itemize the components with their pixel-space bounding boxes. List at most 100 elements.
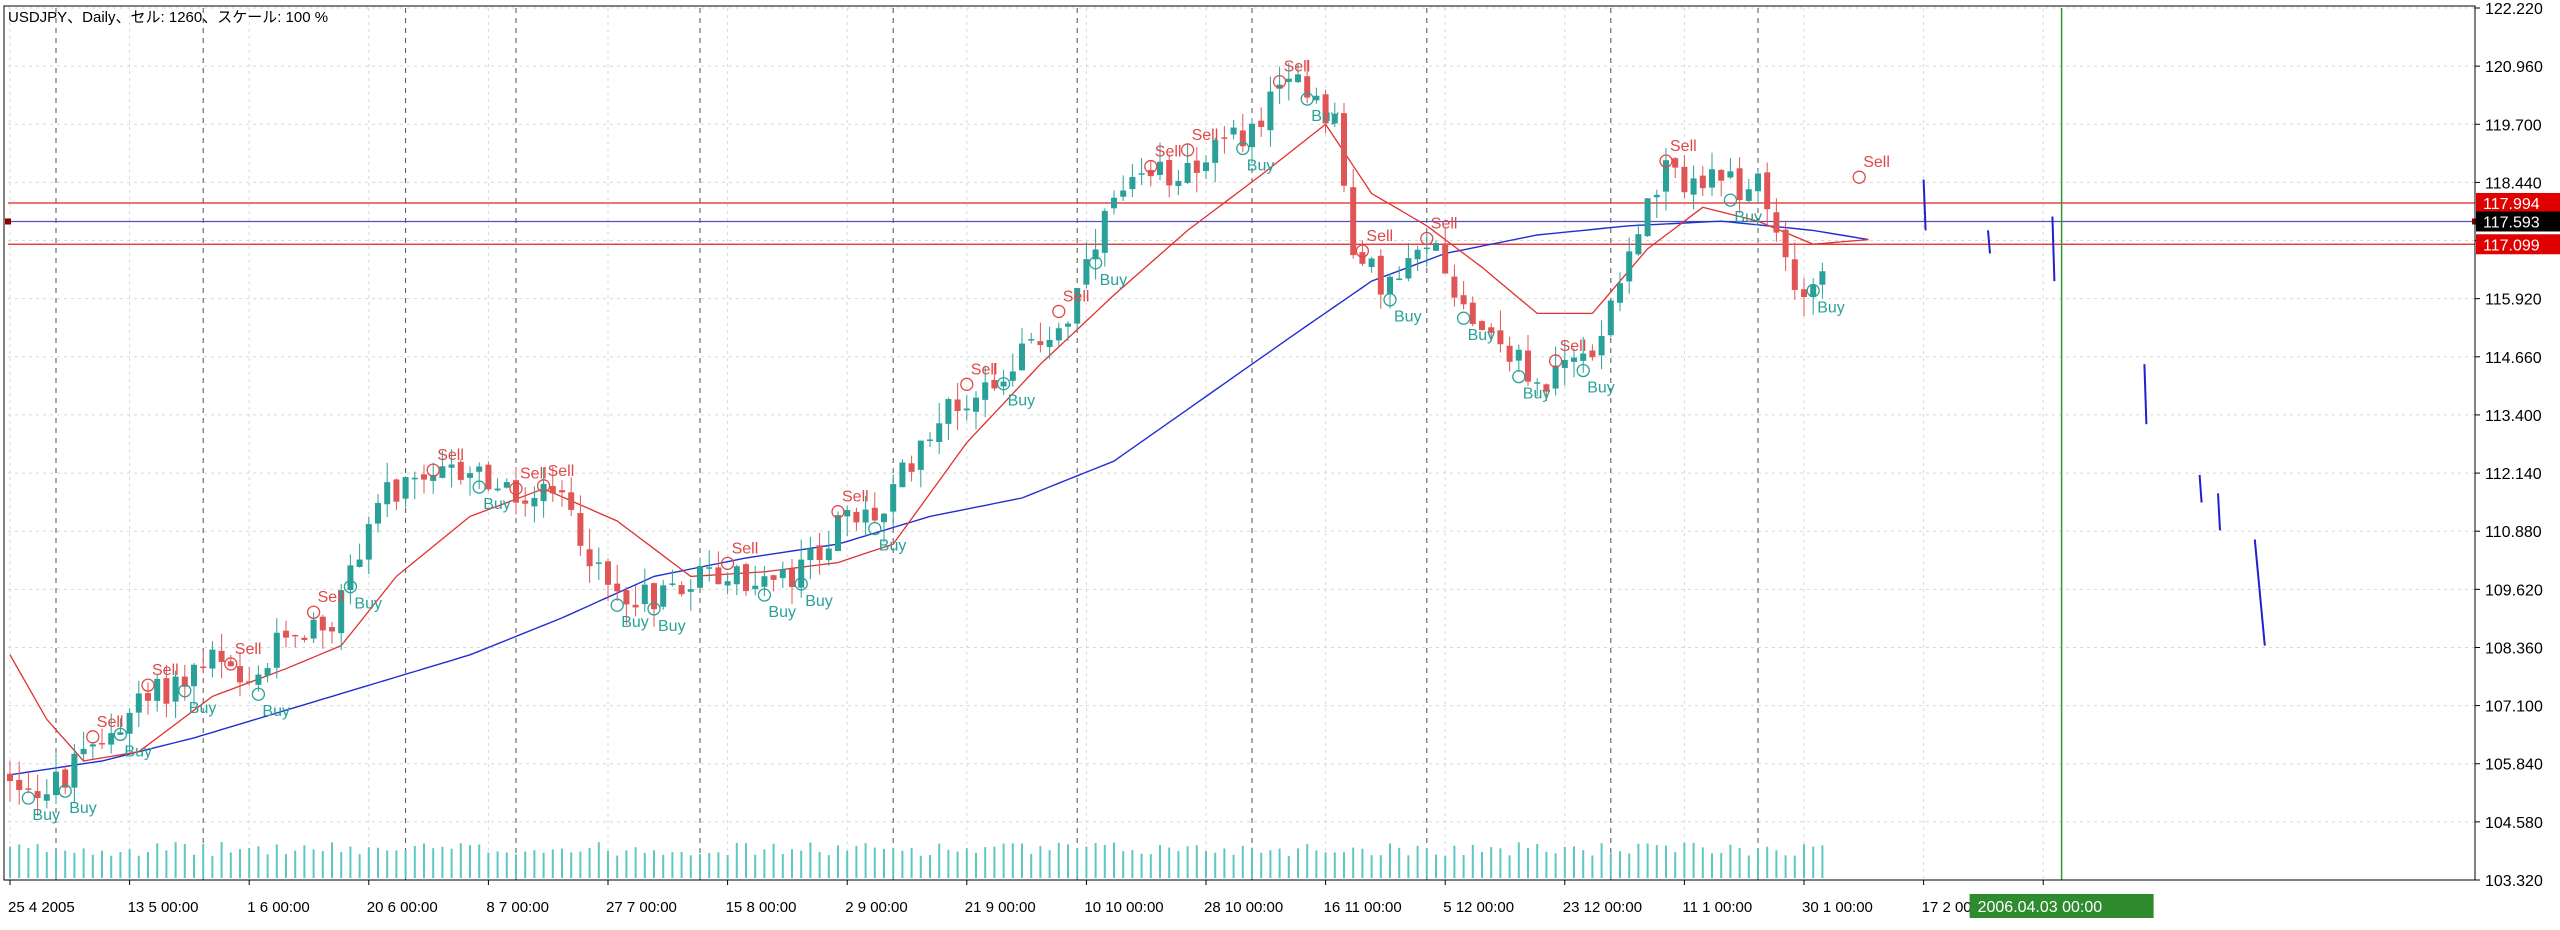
signal-marker <box>1576 363 1590 378</box>
candle-body <box>577 513 584 546</box>
signal-label: Sell <box>1155 144 1182 161</box>
candle-body <box>1451 276 1458 298</box>
signal-label: Sell <box>1670 138 1697 155</box>
candle-body <box>954 399 961 412</box>
candle-body <box>1175 180 1182 186</box>
x-tick-label: 13 5 00:00 <box>128 899 199 916</box>
candle-body <box>660 585 667 607</box>
signal-label: Sell <box>1863 154 1890 171</box>
candle-body <box>917 440 924 470</box>
signal-marker <box>343 580 358 594</box>
signal-marker <box>86 730 100 744</box>
signal-label: Buy <box>1100 272 1128 289</box>
x-tick-label: 23 12 00:00 <box>1563 899 1642 916</box>
candle-body <box>1433 243 1439 251</box>
candle-body <box>1276 84 1283 89</box>
candle-body <box>531 497 538 507</box>
candle-body <box>890 484 897 512</box>
signal-label: Sell <box>437 447 464 464</box>
candle-body <box>356 559 363 567</box>
signal-marker <box>1144 159 1158 174</box>
candle-body <box>191 664 197 687</box>
candle-body <box>697 566 703 588</box>
y-tick-label: 110.880 <box>2485 524 2542 541</box>
candle-body <box>1046 339 1053 347</box>
candle-body <box>862 509 869 523</box>
candle-body <box>1083 259 1090 285</box>
candle-body <box>1055 328 1062 341</box>
candle-body <box>559 490 565 493</box>
highlight-date-badge <box>1969 894 2154 918</box>
ma-slow-line <box>9 220 1869 776</box>
candle-body <box>1129 176 1136 190</box>
signal-label: Sell <box>971 361 998 378</box>
candle-body <box>586 549 593 567</box>
candle-body <box>605 561 611 585</box>
candle-body <box>1488 327 1495 333</box>
signal-marker <box>1355 244 1370 258</box>
signal-marker <box>1512 369 1526 384</box>
candle-body <box>816 545 823 560</box>
candle-body <box>678 585 685 595</box>
price-level-badge <box>2476 211 2560 232</box>
candle-body <box>1423 247 1430 250</box>
candle-body <box>1672 158 1679 168</box>
price-levels-layer <box>5 202 2478 245</box>
highlight-date-label: 2006.04.03 00:00 <box>1978 899 2103 916</box>
candle-body <box>724 581 731 586</box>
candle-body <box>706 567 713 569</box>
candle-body <box>853 511 860 523</box>
candle-body <box>1525 350 1531 382</box>
signal-label: Sell <box>732 540 759 557</box>
candle-body <box>549 486 556 494</box>
candle-body <box>448 464 455 468</box>
y-tick-label: 105.840 <box>2485 757 2543 774</box>
signal-marker <box>610 598 624 612</box>
x-tick-label: 30 1 00:00 <box>1802 899 1873 916</box>
candle-body <box>899 462 906 488</box>
candle-body <box>1810 284 1817 298</box>
candle-body <box>16 779 23 790</box>
signal-marker <box>58 784 72 798</box>
candle-body <box>871 507 878 521</box>
candle-body <box>117 732 124 735</box>
candle-body <box>1258 120 1265 127</box>
candle-body <box>1460 295 1467 305</box>
candle-body <box>273 632 280 668</box>
candle-body <box>761 576 768 587</box>
candle-body <box>1120 190 1127 197</box>
x-tick-label: 2 9 00:00 <box>845 899 908 916</box>
signal-marker <box>141 678 155 692</box>
chart-title: USDJPY、Daily、セル: 1260、スケール: 100 % <box>8 9 328 26</box>
candles-layer <box>7 59 1826 817</box>
candle-body <box>200 666 207 669</box>
x-tick-label: 15 8 00:00 <box>726 899 797 916</box>
candle-body <box>430 474 437 481</box>
signal-label: Buy <box>262 703 290 720</box>
signal-label: Sell <box>1192 127 1219 144</box>
signal-marker <box>1052 304 1066 319</box>
signal-label: Sell <box>548 463 575 480</box>
projection-segment <box>2051 216 2056 282</box>
candle-body <box>908 463 915 472</box>
price-level-badge <box>2476 192 2560 213</box>
candle-body <box>411 477 418 480</box>
candle-body <box>1736 168 1743 201</box>
signal-label: Buy <box>1247 157 1275 174</box>
candle-body <box>172 676 179 702</box>
moving-averages-layer <box>9 123 1869 776</box>
candle-body <box>1350 187 1357 256</box>
candle-body <box>264 668 271 676</box>
candle-body <box>1617 283 1623 303</box>
candle-body <box>347 565 354 590</box>
candle-body <box>227 661 234 667</box>
candle-body <box>1009 371 1016 381</box>
signal-marker <box>1659 154 1673 168</box>
candle-body <box>1377 255 1384 295</box>
y-tick-label: 112.140 <box>2485 466 2542 483</box>
candle-body <box>1718 169 1725 181</box>
candle-body <box>1469 302 1476 325</box>
